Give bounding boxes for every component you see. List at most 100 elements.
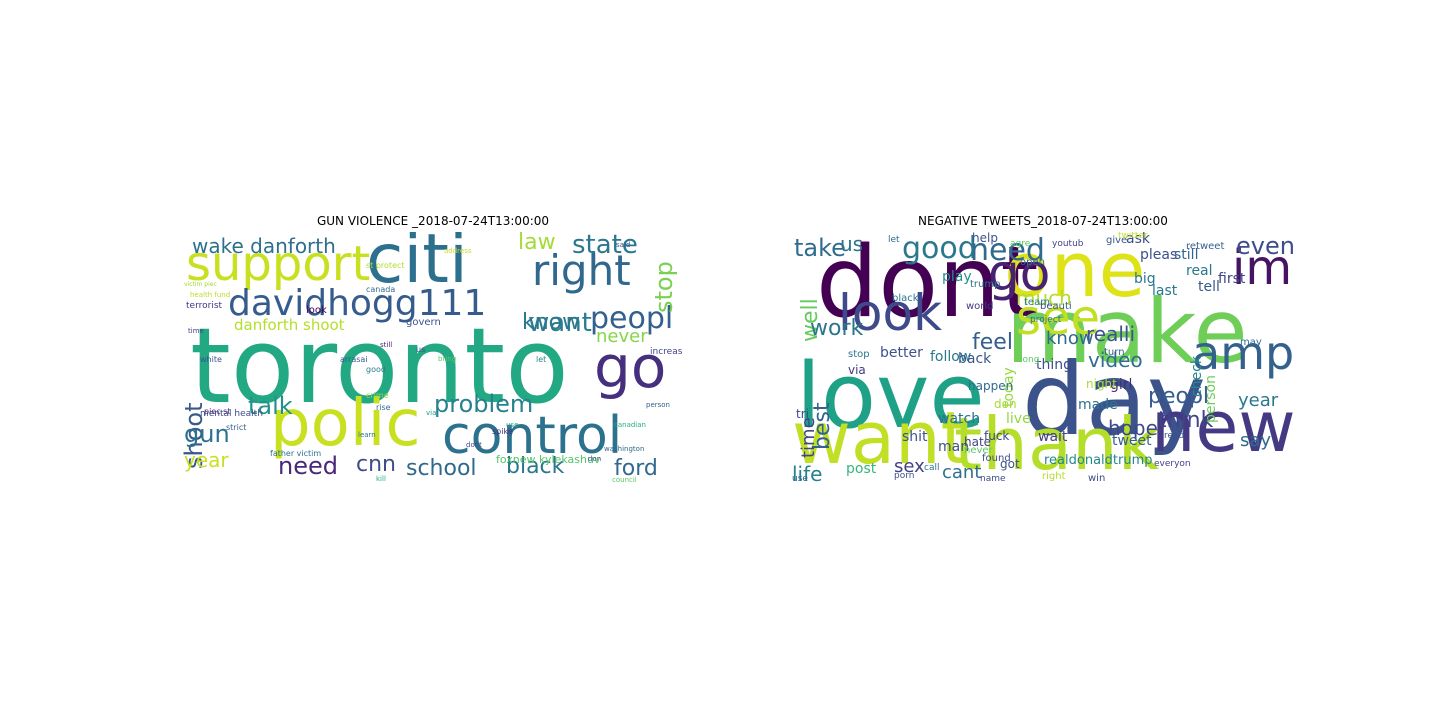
left-cloud-word: danforth shoot [234,316,345,334]
left-cloud-word: ford [614,456,658,481]
left-cloud-word: control [442,406,623,466]
left-wordcloud: toronto polic control citi go support right dav… [180,232,686,484]
left-cloud-word: canada [366,285,396,294]
right-cloud-word: agre [1010,239,1031,249]
right-cloud-word: shit [902,429,928,445]
right-cloud-word: video [1088,348,1143,372]
right-cloud-word: follow [930,349,972,365]
right-cloud-word: night [1086,377,1117,391]
left-cloud-word: govern [406,317,441,328]
right-cloud-word: need [970,233,1045,268]
right-cloud-word: amp [1192,326,1295,380]
right-cloud-word: everyon [1154,459,1191,469]
left-cloud-word: person [646,401,670,409]
right-cloud-word: feel [972,330,1013,355]
right-cloud-word: good [902,232,977,266]
left-cloud-word: year [184,448,229,472]
right-cloud-word: tri [796,407,809,421]
left-cloud-word: polic [270,387,421,461]
left-cloud-word: talk [248,392,293,420]
right-cloud-word: twitter [1118,232,1148,241]
right-cloud-word: wait [1038,429,1068,445]
right-cloud-word: name [980,474,1006,484]
left-cloud-word: arrasai [340,355,368,364]
right-cloud-word: im [1232,240,1293,296]
left-cloud-word: black [506,454,565,479]
left-cloud-word: terrorist [186,301,223,311]
left-cloud-word: know [522,310,581,335]
right-cloud-word: love [796,344,985,449]
right-cloud-word: first [1218,271,1246,287]
right-cloud-word: right [1042,471,1066,482]
left-cloud-word: council [612,476,637,484]
right-cloud-word: man [938,439,970,455]
right-cloud-word: hope [1108,416,1158,440]
right-cloud-word: one [1004,232,1146,314]
right-wordcloud: love dont day make one want thank new look go see i… [790,232,1296,484]
right-cloud-word: got [1000,457,1020,471]
right-cloud-word: hate [964,435,992,449]
left-cloud-word: father victim [270,449,322,458]
right-cloud-word: use [792,474,808,484]
left-cloud-word: via [426,409,437,417]
left-cloud-word: let [536,355,547,364]
right-cloud-word: look [838,284,943,342]
left-cloud-word: school [406,456,477,481]
right-cloud-word: year [1238,390,1279,411]
left-cloud-word: never [596,326,648,347]
right-cloud-word: play [942,269,972,285]
left-cloud-word: us [416,345,426,354]
left-cloud-word: foxnew kylekashuv [496,453,601,466]
left-cloud-word: bring [438,355,457,363]
left-cloud-word: address [444,247,472,255]
right-cloud-word: project [1030,315,1062,325]
right-cloud-word: call [924,463,940,473]
right-cloud-word: take [794,234,846,262]
right-cloud-word: back [958,351,992,367]
left-cloud-word: support [186,236,371,292]
right-cloud-word: see [1016,290,1101,346]
right-cloud-word: made [1078,397,1118,413]
left-cloud-word: gun [184,420,230,448]
right-cloud-word: girl [1110,377,1133,393]
right-cloud-word: post [846,461,877,477]
right-cloud-word: sex [894,456,925,477]
left-cloud-word: still [380,341,393,349]
left-cloud-word: strict [226,423,247,432]
right-cloud-word: time [798,416,819,458]
right-cloud-word: even [1236,232,1295,260]
right-cloud-word: may [1240,337,1262,348]
left-cloud-word: good [366,365,386,374]
right-cloud-word: better [880,345,923,361]
right-cloud-word: beauti [1040,301,1072,312]
right-cloud-word: stop [848,349,870,360]
right-cloud-word: go [988,244,1051,302]
right-cloud-word: read [1164,431,1185,441]
left-cloud-word: problem [434,390,534,418]
left-cloud-word: spike [492,427,513,436]
right-cloud-word: team [1024,297,1050,308]
left-cloud-word: rise [376,403,391,412]
right-cloud-word: retweet [1186,241,1225,252]
right-panel-title: NEGATIVE TWEETS_2018-07-24T13:00:00 [918,214,1168,228]
left-cloud-word: davidhogg111 [228,283,487,324]
right-cloud-word: think [1158,408,1214,433]
left-cloud-word: state [572,232,638,260]
right-cloud-word: live [1006,411,1031,427]
left-cloud-word: stop [650,260,678,313]
right-cloud-word: help [972,232,998,245]
left-cloud-word: right [532,246,631,295]
right-cloud-word: thing [1036,357,1073,373]
right-cloud-word: let [888,235,900,245]
right-cloud-word: black [892,293,919,304]
left-cloud-word: don [588,455,602,463]
left-cloud-word: mental health [200,409,263,419]
right-cloud-word: person [1203,374,1219,423]
left-cloud-word: wake danforth [192,234,336,258]
left-cloud-word: peopl [590,301,674,336]
right-cloud-word: want [792,396,969,480]
left-cloud-word: learn [358,431,376,439]
left-panel-title: GUN VIOLENCE _2018-07-24T13:00:00 [316,214,550,228]
right-cloud-word: tell [1198,279,1220,295]
left-cloud-word: st protect [366,261,405,270]
